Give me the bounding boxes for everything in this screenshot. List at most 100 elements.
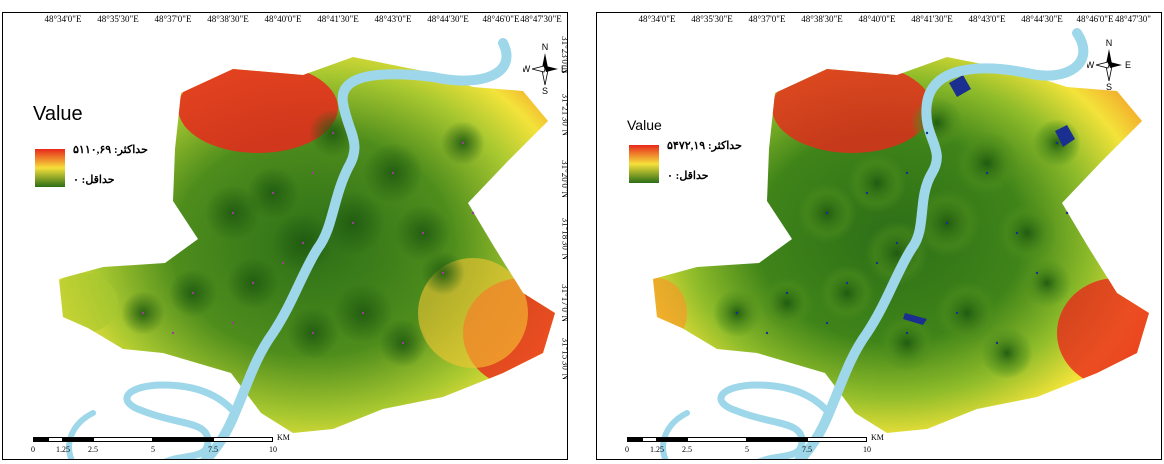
lon-label: 48°37'0"E bbox=[748, 14, 786, 24]
lon-label: 48°44'30"E bbox=[1021, 14, 1063, 24]
latitude-labels: 31°23'0"N 31°21'30"N 31°20'0"N 31°18'30"… bbox=[553, 13, 567, 459]
north-letter: N bbox=[1106, 38, 1113, 48]
lon-label: 48°37'0"E bbox=[154, 14, 192, 24]
south-letter: S bbox=[1106, 82, 1112, 91]
scale-tick: 10 bbox=[269, 445, 277, 454]
scale-tick: 1.25 bbox=[56, 445, 70, 454]
scale-tick: 5 bbox=[745, 445, 749, 454]
sample-point bbox=[461, 141, 465, 145]
map-panel-left: 48°34'0"E 48°35'30"E 48°37'0"E 48°38'30"… bbox=[2, 12, 568, 460]
lon-label: 48°44'30"E bbox=[427, 14, 469, 24]
sample-point bbox=[311, 331, 315, 335]
lon-label: 48°40'0"E bbox=[858, 14, 896, 24]
sample-point bbox=[141, 311, 145, 315]
sample-point bbox=[1065, 211, 1069, 215]
lon-label: 48°34'0"E bbox=[638, 14, 676, 24]
scale-unit: KM bbox=[277, 433, 290, 442]
legend-max-value: حداکثر: ۵۱۱۰,۶۹ bbox=[73, 144, 148, 156]
legend-max-value: حداکثر: ۵۴۷۲,۱۹ bbox=[667, 140, 742, 152]
sample-point bbox=[191, 291, 195, 295]
south-letter: S bbox=[542, 86, 548, 95]
legend-title: Value bbox=[33, 103, 83, 125]
sample-point bbox=[865, 191, 869, 195]
sample-point bbox=[231, 211, 235, 215]
map-legend: Value حداکثر: ۵۴۷۲,۱۹ حداقل: ۰ bbox=[627, 103, 777, 193]
sample-point bbox=[945, 221, 949, 225]
lat-label: 31°17'0"N bbox=[560, 284, 568, 322]
legend-color-ramp bbox=[35, 149, 65, 187]
map-legend: Value حداکثر: ۵۱۱۰,۶۹ حداقل: ۰ bbox=[33, 103, 183, 193]
lon-label: 48°41'30"E bbox=[911, 14, 953, 24]
sample-point bbox=[905, 331, 909, 335]
scale-unit: KM bbox=[871, 433, 884, 442]
legend-min-value: حداقل: ۰ bbox=[73, 174, 115, 186]
legend-color-ramp bbox=[629, 145, 659, 183]
scale-tick: 7.5 bbox=[208, 445, 218, 454]
lon-label: 48°47'30"E bbox=[520, 14, 562, 24]
map-panel-right: 48°34'0"E 48°35'30"E 48°37'0"E 48°38'30"… bbox=[596, 12, 1162, 460]
lat-label: 31°23'0"N bbox=[560, 36, 568, 74]
scale-bar: 0 1.25 2.5 5 7.5 10 KM bbox=[31, 433, 290, 459]
sample-point bbox=[895, 241, 899, 245]
lon-label: 48°40'0"E bbox=[264, 14, 302, 24]
north-arrow-icon: N W E S bbox=[1086, 37, 1131, 92]
legend-title: Value bbox=[627, 117, 662, 133]
sample-point bbox=[361, 311, 365, 315]
west-letter: W bbox=[523, 64, 531, 74]
north-letter: N bbox=[542, 42, 549, 52]
lon-label: 48°38'30"E bbox=[207, 14, 249, 24]
sample-point bbox=[441, 271, 445, 275]
lat-label: 31°20'0"N bbox=[560, 160, 568, 198]
voronoi-cells bbox=[121, 109, 485, 367]
river bbox=[660, 28, 1089, 459]
sample-point bbox=[251, 281, 255, 285]
sample-point bbox=[471, 211, 475, 215]
east-letter: E bbox=[561, 64, 567, 74]
scale-tick: 10 bbox=[863, 445, 871, 454]
longitude-labels: 48°34'0"E 48°35'30"E 48°37'0"E 48°38'30"… bbox=[597, 13, 1161, 27]
longitude-labels: 48°34'0"E 48°35'30"E 48°37'0"E 48°38'30"… bbox=[3, 13, 567, 27]
scale-tick: 0 bbox=[625, 445, 629, 454]
sample-point bbox=[301, 241, 305, 245]
sample-point bbox=[905, 171, 909, 175]
sample-point bbox=[875, 261, 879, 265]
sample-point bbox=[311, 171, 315, 175]
lon-label: 48°46'0"E bbox=[482, 14, 520, 24]
lon-label: 48°34'0"E bbox=[44, 14, 82, 24]
sample-points bbox=[735, 131, 1069, 345]
sample-point bbox=[351, 221, 355, 225]
sample-point bbox=[421, 231, 425, 235]
sample-points bbox=[141, 131, 475, 345]
sample-point bbox=[845, 281, 849, 285]
sample-point bbox=[391, 171, 395, 175]
lon-label: 48°43'0"E bbox=[968, 14, 1006, 24]
west-letter: W bbox=[1087, 60, 1095, 70]
sample-point bbox=[765, 331, 769, 335]
lat-label: 31°21'30"N bbox=[560, 93, 568, 136]
legend-min-value: حداقل: ۰ bbox=[667, 170, 709, 182]
sample-point bbox=[171, 331, 175, 335]
lon-label: 48°47'30" bbox=[1115, 14, 1151, 24]
lon-label: 48°41'30"E bbox=[317, 14, 359, 24]
lon-label: 48°38'30"E bbox=[801, 14, 843, 24]
river bbox=[66, 38, 512, 459]
sample-point bbox=[1015, 231, 1019, 235]
high-value-patches bbox=[903, 75, 1075, 325]
lat-label: 31°18'30"N bbox=[560, 217, 568, 260]
sample-point bbox=[825, 211, 829, 215]
value-surface bbox=[653, 57, 1149, 433]
sample-point bbox=[1035, 271, 1039, 275]
scale-tick: 5 bbox=[151, 445, 155, 454]
sample-point bbox=[401, 341, 405, 345]
sample-point bbox=[785, 291, 789, 295]
interpolation-map-right bbox=[653, 28, 1149, 459]
sample-point bbox=[825, 321, 829, 325]
sample-point bbox=[995, 341, 999, 345]
sample-point bbox=[1055, 141, 1059, 145]
east-letter: E bbox=[1125, 60, 1131, 70]
sample-point bbox=[985, 171, 989, 175]
sample-point bbox=[735, 311, 739, 315]
lat-label: 31°15'30"N bbox=[560, 337, 568, 380]
scale-tick: 7.5 bbox=[802, 445, 812, 454]
lon-label: 48°46'0"E bbox=[1076, 14, 1114, 24]
